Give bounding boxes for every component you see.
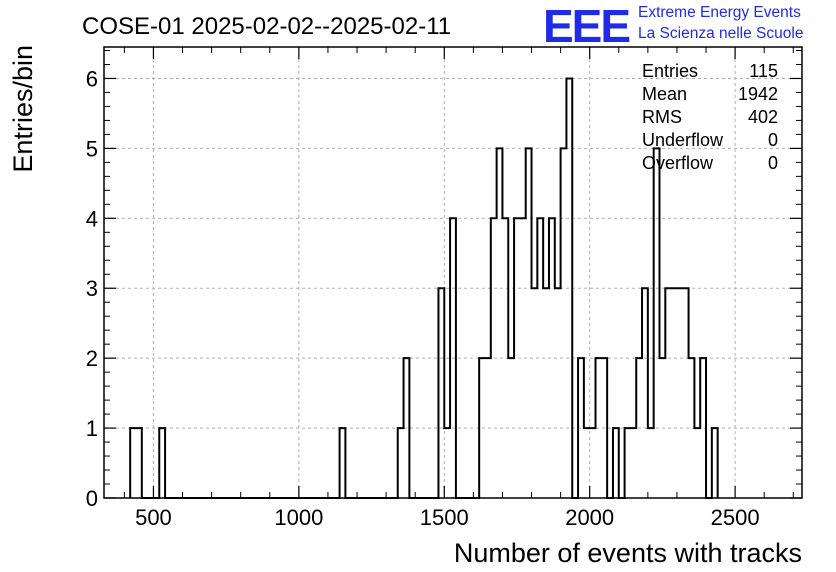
stat-value: 115 xyxy=(749,61,778,81)
stat-label: Overflow xyxy=(642,153,714,173)
y-tick-label: 2 xyxy=(86,346,98,371)
x-tick-label: 500 xyxy=(135,505,172,530)
stat-value: 1942 xyxy=(738,84,778,104)
axis-ticks: 500 1000 1500 2000 2500 0 1 2 3 4 5 6 xyxy=(86,47,802,530)
y-tick-label: 0 xyxy=(86,486,98,511)
chart-title: COSE-01 2025-02-02--2025-02-11 xyxy=(82,13,451,40)
logo-line2: La Scienza nelle Scuole xyxy=(638,25,803,42)
stats-box: Entries 115 Mean 1942 RMS 402 Underflow 0 Overfl… xyxy=(642,61,778,173)
y-tick-label: 1 xyxy=(86,416,98,441)
x-tick-label: 2500 xyxy=(711,505,760,530)
x-tick-label: 2000 xyxy=(565,505,614,530)
x-tick-label: 1000 xyxy=(274,505,323,530)
x-axis-label: Number of events with tracks xyxy=(454,538,802,568)
y-tick-label: 6 xyxy=(86,66,98,91)
plot-frame xyxy=(103,46,803,499)
y-tick-label: 5 xyxy=(86,136,98,161)
logo-mark: EEE xyxy=(543,0,629,52)
grid xyxy=(104,47,802,498)
logo-line1: Extreme Energy Events xyxy=(638,4,801,21)
stat-value: 402 xyxy=(748,107,778,127)
x-tick-label: 1500 xyxy=(420,505,469,530)
y-axis-label: Entries/bin xyxy=(8,45,38,173)
stat-label: RMS xyxy=(642,107,682,127)
y-tick-label: 4 xyxy=(86,206,98,231)
stat-label: Underflow xyxy=(642,130,724,150)
y-tick-label: 3 xyxy=(86,276,98,301)
stat-value: 0 xyxy=(768,130,778,150)
stat-value: 0 xyxy=(768,153,778,173)
eee-logo: EEE Extreme Energy Events La Scienza nel… xyxy=(543,0,803,52)
stat-label: Mean xyxy=(642,84,687,104)
stat-label: Entries xyxy=(642,61,698,81)
